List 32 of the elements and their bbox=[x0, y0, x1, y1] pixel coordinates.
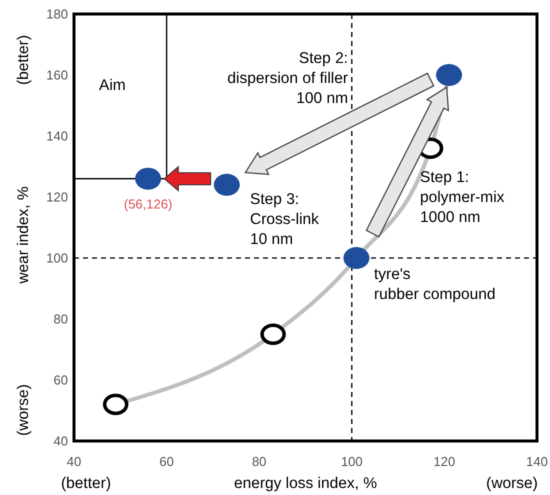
annotation: tyre's rubber compound bbox=[374, 266, 496, 303]
annotation: Step 3: Cross-link 10 nm bbox=[250, 191, 320, 248]
point bbox=[436, 64, 462, 86]
annotation: Aim bbox=[99, 77, 126, 94]
text: (better) bbox=[15, 35, 32, 85]
point bbox=[260, 324, 286, 345]
text: (better) bbox=[61, 475, 111, 492]
x-tick-label: 140 bbox=[526, 454, 548, 469]
point bbox=[102, 394, 128, 416]
x-tick-label: 40 bbox=[66, 454, 82, 469]
point bbox=[214, 174, 240, 196]
y-tick-label: 100 bbox=[46, 250, 68, 266]
text: (worse) bbox=[15, 384, 32, 436]
x-tick-label: 100 bbox=[340, 454, 363, 469]
y-tick-label: 140 bbox=[46, 128, 68, 144]
y-tick-label: 40 bbox=[54, 434, 68, 449]
y-tick-label: 160 bbox=[46, 68, 68, 83]
x-tick-label: 80 bbox=[252, 454, 266, 469]
annotation: Step 1: polymer-mix 1000 nm bbox=[420, 169, 505, 226]
y-axis-title: wear index, % bbox=[15, 186, 32, 285]
y-tick-label: 60 bbox=[54, 372, 68, 388]
x-tick-label: 60 bbox=[159, 454, 174, 469]
annotation: (56,126) bbox=[124, 196, 172, 212]
x-axis-title: energy loss index, % bbox=[234, 475, 378, 492]
annotation: Step 2: dispersion of filler 100 nm bbox=[227, 50, 348, 107]
text: (worse) bbox=[486, 475, 538, 492]
point bbox=[343, 247, 370, 269]
point bbox=[135, 168, 162, 190]
x-tick-label: 120 bbox=[434, 454, 456, 469]
y-tick-label: 120 bbox=[46, 190, 68, 205]
y-tick-label: 80 bbox=[54, 312, 68, 327]
y-tick-label: 180 bbox=[46, 6, 68, 22]
